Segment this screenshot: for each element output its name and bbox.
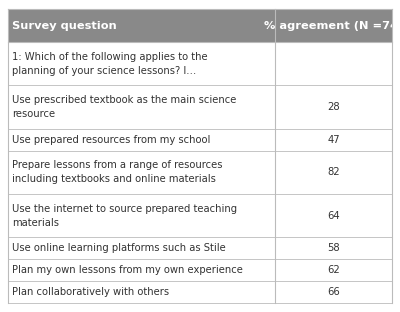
Bar [275, 42, 392, 85]
Text: Prepare lessons from a range of resources
including textbooks and online materia: Prepare lessons from a range of resource… [12, 160, 222, 184]
Bar [8, 237, 275, 259]
Bar [8, 281, 275, 303]
Bar [275, 281, 392, 303]
Text: 66: 66 [327, 287, 340, 297]
Text: Use online learning platforms such as Stile: Use online learning platforms such as St… [12, 243, 226, 253]
Bar [8, 259, 275, 281]
Bar [275, 259, 392, 281]
Text: 47: 47 [327, 135, 340, 145]
Bar [8, 42, 275, 85]
Text: 28: 28 [327, 102, 340, 112]
Text: Survey question: Survey question [12, 21, 117, 31]
Bar [8, 9, 275, 42]
Text: % agreement (N =74): % agreement (N =74) [264, 21, 400, 31]
Text: 1: Which of the following applies to the
planning of your science lessons? I…: 1: Which of the following applies to the… [12, 52, 208, 76]
Text: 82: 82 [327, 167, 340, 177]
Text: Plan my own lessons from my own experience: Plan my own lessons from my own experien… [12, 265, 243, 275]
Text: Use prepared resources from my school: Use prepared resources from my school [12, 135, 210, 145]
Text: 64: 64 [327, 211, 340, 221]
Text: Plan collaboratively with others: Plan collaboratively with others [12, 287, 169, 297]
Bar [275, 194, 392, 237]
Bar [275, 9, 392, 42]
Bar [275, 237, 392, 259]
Text: 58: 58 [327, 243, 340, 253]
Bar [275, 129, 392, 151]
Bar [275, 151, 392, 194]
Bar [8, 129, 275, 151]
Bar [8, 85, 275, 129]
Bar [275, 85, 392, 129]
Text: Use the internet to source prepared teaching
materials: Use the internet to source prepared teac… [12, 204, 237, 228]
Text: Use prescribed textbook as the main science
resource: Use prescribed textbook as the main scie… [12, 95, 236, 119]
Bar [8, 151, 275, 194]
Bar [8, 194, 275, 237]
Text: 62: 62 [327, 265, 340, 275]
